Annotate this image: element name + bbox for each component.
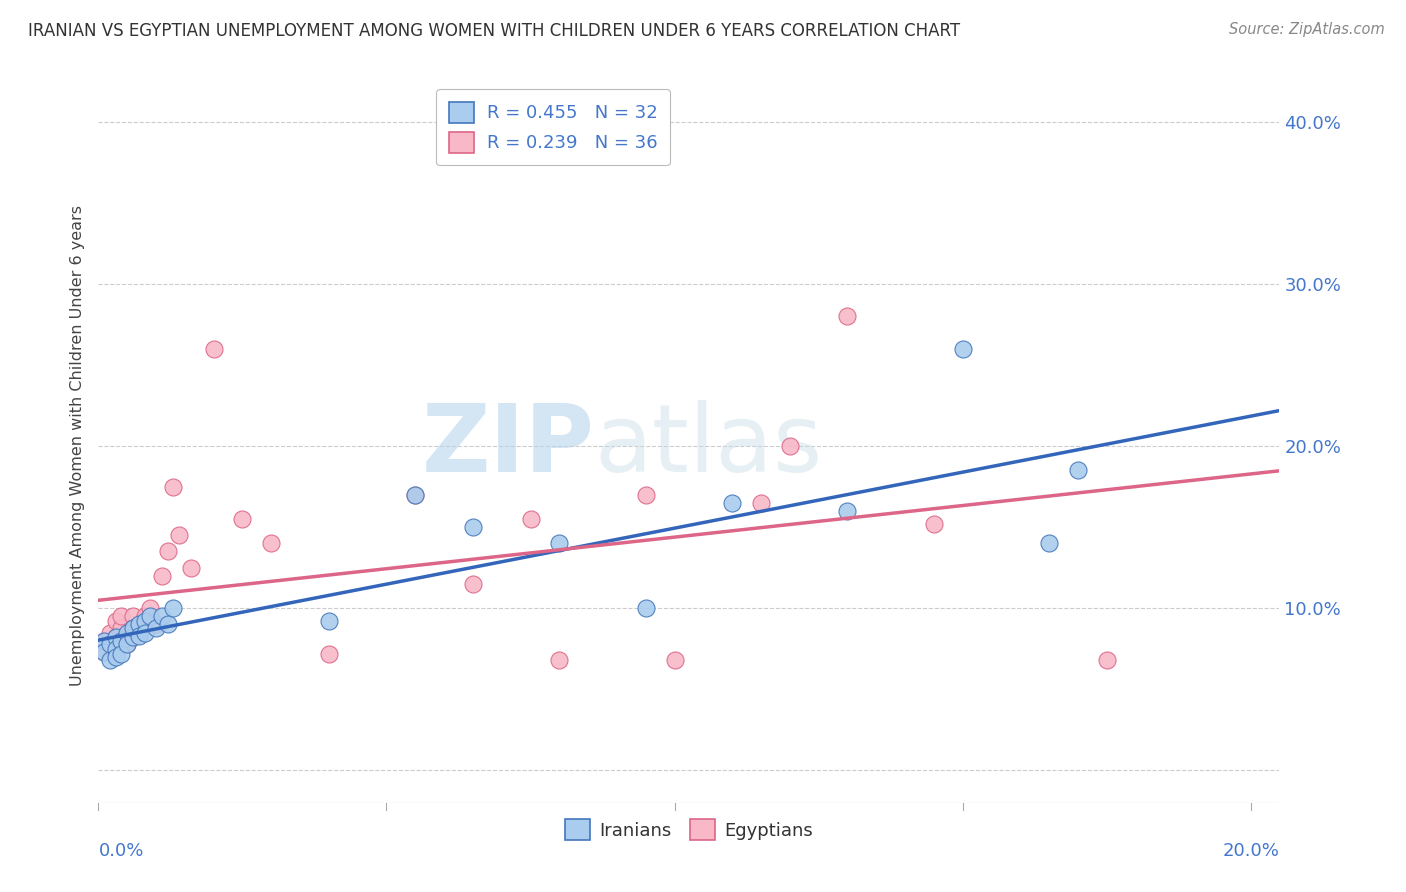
Point — [115, 637, 138, 651]
Point — [128, 625, 150, 640]
Legend: Iranians, Egyptians: Iranians, Egyptians — [558, 812, 820, 847]
Point — [156, 617, 179, 632]
Point — [104, 631, 127, 645]
Point — [98, 653, 121, 667]
Point — [634, 488, 657, 502]
Point — [548, 536, 571, 550]
Point — [110, 621, 132, 635]
Point — [104, 631, 127, 645]
Y-axis label: Unemployment Among Women with Children Under 6 years: Unemployment Among Women with Children U… — [69, 205, 84, 687]
Point — [779, 439, 801, 453]
Point — [952, 342, 974, 356]
Point — [139, 601, 162, 615]
Point — [145, 617, 167, 632]
Point — [150, 609, 173, 624]
Text: Source: ZipAtlas.com: Source: ZipAtlas.com — [1229, 22, 1385, 37]
Point — [122, 631, 145, 645]
Point — [134, 609, 156, 624]
Point — [134, 614, 156, 628]
Point — [318, 647, 340, 661]
Point — [231, 512, 253, 526]
Point — [664, 653, 686, 667]
Text: IRANIAN VS EGYPTIAN UNEMPLOYMENT AMONG WOMEN WITH CHILDREN UNDER 6 YEARS CORRELA: IRANIAN VS EGYPTIAN UNEMPLOYMENT AMONG W… — [28, 22, 960, 40]
Point — [634, 601, 657, 615]
Point — [93, 645, 115, 659]
Point — [93, 645, 115, 659]
Point — [180, 560, 202, 574]
Point — [145, 621, 167, 635]
Point — [749, 496, 772, 510]
Point — [122, 621, 145, 635]
Point — [837, 310, 859, 324]
Point — [104, 649, 127, 664]
Point — [98, 637, 121, 651]
Point — [162, 601, 184, 615]
Point — [115, 629, 138, 643]
Point — [461, 520, 484, 534]
Point — [721, 496, 744, 510]
Point — [318, 614, 340, 628]
Point — [548, 653, 571, 667]
Point — [519, 512, 541, 526]
Point — [115, 637, 138, 651]
Point — [1038, 536, 1060, 550]
Point — [150, 568, 173, 582]
Point — [167, 528, 190, 542]
Point — [122, 621, 145, 635]
Point — [202, 342, 225, 356]
Point — [104, 614, 127, 628]
Point — [1067, 463, 1090, 477]
Point — [110, 609, 132, 624]
Point — [461, 577, 484, 591]
Point — [122, 609, 145, 624]
Point — [110, 633, 132, 648]
Point — [93, 633, 115, 648]
Point — [98, 637, 121, 651]
Point — [110, 647, 132, 661]
Point — [93, 633, 115, 648]
Point — [260, 536, 283, 550]
Point — [134, 625, 156, 640]
Point — [1095, 653, 1118, 667]
Point — [404, 488, 426, 502]
Point — [104, 641, 127, 656]
Point — [128, 629, 150, 643]
Point — [128, 617, 150, 632]
Point — [162, 479, 184, 493]
Point — [98, 625, 121, 640]
Point — [156, 544, 179, 558]
Point — [139, 609, 162, 624]
Text: 20.0%: 20.0% — [1223, 842, 1279, 860]
Text: 0.0%: 0.0% — [98, 842, 143, 860]
Point — [837, 504, 859, 518]
Text: ZIP: ZIP — [422, 400, 595, 492]
Point — [115, 625, 138, 640]
Point — [922, 516, 945, 531]
Point — [404, 488, 426, 502]
Text: atlas: atlas — [595, 400, 823, 492]
